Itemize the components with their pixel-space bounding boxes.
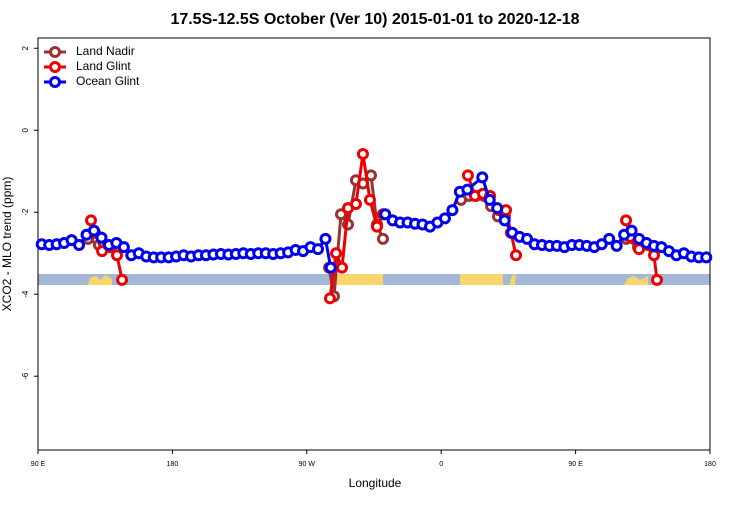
data-point — [461, 169, 474, 182]
land-patch — [509, 274, 516, 285]
y-tick-label: -6 — [21, 372, 30, 380]
data-point — [116, 273, 129, 286]
data-point — [95, 231, 108, 244]
data-point — [330, 247, 343, 260]
data-point — [700, 251, 713, 264]
data-point — [110, 249, 123, 262]
chart-title: 17.5S-12.5S October (Ver 10) 2015-01-01 … — [170, 11, 579, 28]
land-patch — [88, 275, 112, 285]
data-point — [324, 261, 337, 274]
data-point — [363, 193, 376, 206]
data-point — [603, 232, 616, 245]
y-tick-label: 0 — [21, 127, 30, 132]
data-point — [73, 239, 86, 252]
y-tick-label: 2 — [21, 45, 30, 50]
data-point — [498, 214, 511, 227]
data-point — [625, 224, 638, 237]
data-point — [620, 214, 633, 227]
data-point — [370, 220, 383, 233]
x-tick-label: 90 E — [31, 461, 46, 468]
x-tick-label: 90 E — [568, 461, 583, 468]
x-tick-label: 90 W — [299, 461, 316, 468]
series — [35, 171, 713, 274]
legend-marker — [49, 61, 61, 73]
data-point — [446, 204, 459, 217]
x-tick-label: 0 — [439, 461, 443, 468]
data-point — [595, 238, 608, 251]
data-point — [334, 208, 347, 221]
data-point — [510, 249, 523, 262]
data-point — [356, 148, 369, 161]
data-point — [483, 193, 496, 206]
data-point — [319, 232, 332, 245]
legend-marker — [49, 76, 61, 88]
y-tick-label: -4 — [21, 290, 30, 298]
data-point — [461, 183, 474, 196]
data-point — [312, 243, 324, 256]
legend-label: Land Glint — [76, 59, 131, 73]
land-ocean-strip — [38, 274, 710, 285]
data-point — [610, 239, 623, 252]
legend-label: Ocean Glint — [76, 74, 140, 88]
data-point — [648, 249, 660, 262]
data-point — [438, 212, 451, 225]
legend-marker — [49, 46, 61, 58]
land-patch — [330, 274, 383, 285]
x-tick-label: 180 — [704, 461, 716, 468]
data-point — [349, 198, 362, 211]
x-axis-label: Longitude — [349, 476, 402, 490]
data-point — [117, 241, 130, 254]
data-point — [379, 208, 392, 221]
data-point — [323, 292, 336, 305]
land-patch — [624, 276, 648, 285]
data-point — [376, 232, 389, 245]
y-tick-label: -2 — [21, 208, 30, 216]
data-point — [336, 261, 349, 274]
x-tick-label: 180 — [167, 461, 179, 468]
land-patch — [460, 274, 503, 285]
data-point — [476, 171, 489, 184]
y-axis-label: XCO2 - MLO trend (ppm) — [0, 177, 14, 312]
legend-label: Land Nadir — [76, 44, 135, 58]
data-point — [85, 214, 98, 227]
data-point — [650, 273, 663, 286]
data-point — [521, 232, 534, 245]
data-point — [491, 202, 504, 215]
data-point — [88, 224, 100, 237]
